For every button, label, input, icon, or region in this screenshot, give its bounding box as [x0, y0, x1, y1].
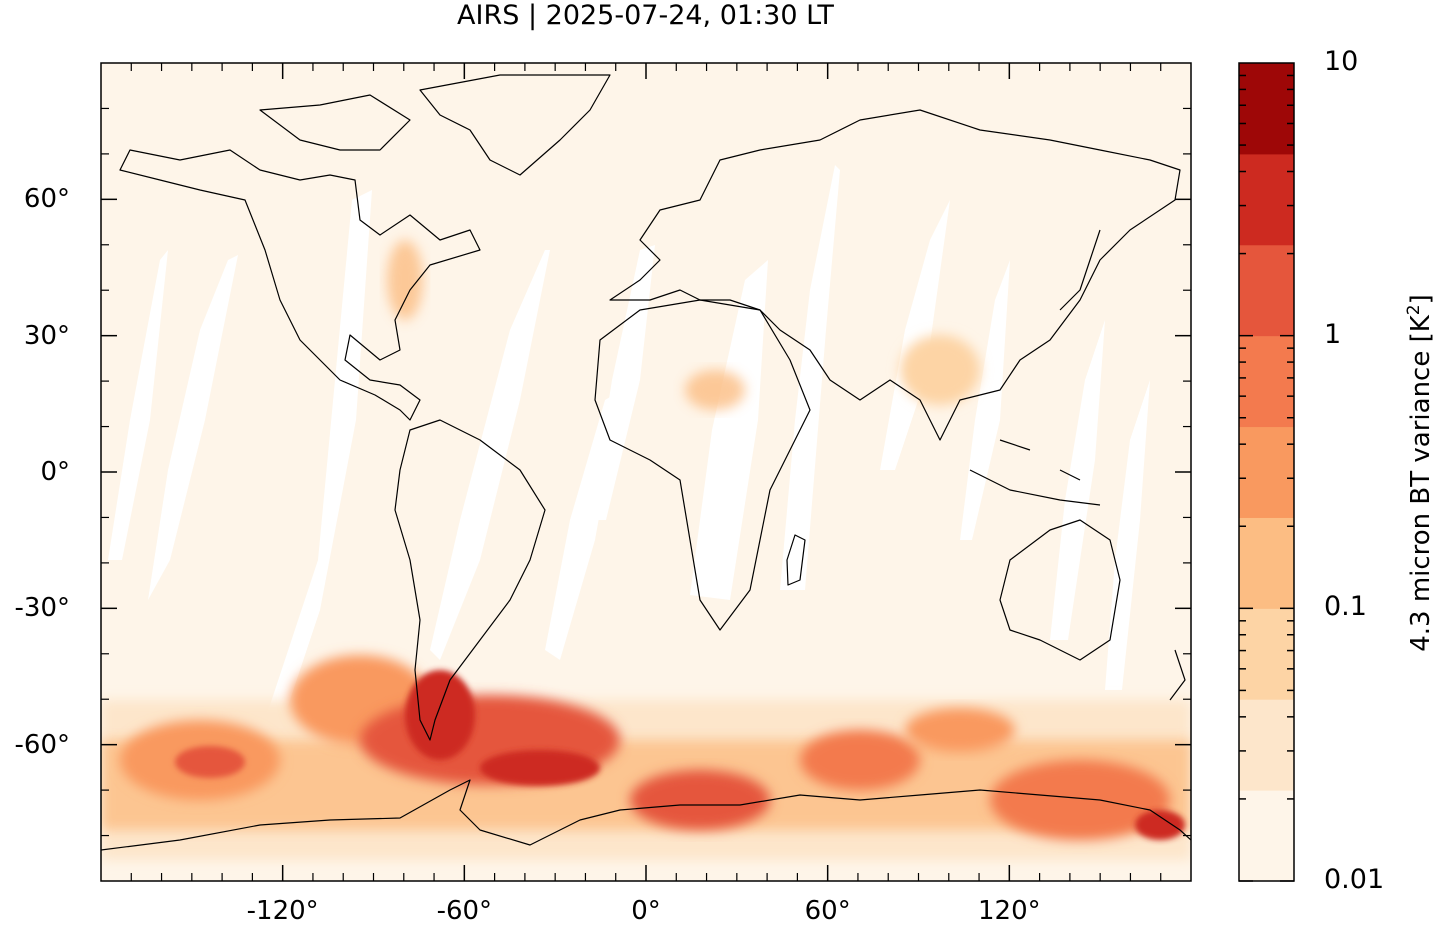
variance-patch-indian-ocean-east	[905, 708, 1015, 752]
coastline-europe-asia	[609, 109, 1181, 441]
variance-patch-sahara	[685, 370, 745, 410]
swath-gaps	[108, 165, 1150, 798]
coastline-new-zealand	[1169, 649, 1186, 701]
colorbar-tick-label: 10	[1324, 46, 1359, 77]
coastline-japan	[1059, 229, 1101, 311]
variance-patch-patagonia	[405, 670, 475, 760]
colorbar-segment	[1239, 244, 1294, 337]
variance-patch-weddell	[630, 770, 770, 830]
colorbar-title: 4.3 micron BT variance [K2]	[1404, 294, 1436, 652]
y-tick-label: 30°	[23, 320, 70, 351]
x-tick-label: -120°	[246, 896, 319, 926]
coastline-indonesia	[969, 439, 1101, 506]
colorbar-segment	[1239, 699, 1294, 791]
colorbar-segment	[1239, 153, 1294, 246]
colorbar-frame	[1238, 62, 1295, 882]
coastline-australia	[999, 519, 1121, 661]
y-tick-label: 60°	[23, 184, 70, 215]
coastline-south-america	[394, 419, 546, 741]
colorbar-tick-label: 0.1	[1324, 591, 1367, 623]
colorbar-tick-label: 1	[1324, 318, 1342, 350]
colorbar-segment	[1239, 517, 1294, 609]
colorbar-segment	[1239, 790, 1294, 882]
colorbar	[1239, 63, 1294, 882]
coastline-canadian-arctic	[259, 94, 411, 151]
coastline-antarctica	[101, 779, 1191, 851]
map-area	[101, 63, 1191, 881]
colorbar-segment	[1239, 608, 1294, 700]
colorbar-segment	[1239, 426, 1294, 518]
map-title: AIRS | 2025-07-24, 01:30 LT	[457, 0, 834, 31]
y-tick-label: -60°	[14, 729, 70, 760]
minor-ticks	[101, 63, 1191, 881]
variance-field	[101, 240, 1191, 860]
x-tick-label: 60°	[804, 896, 851, 926]
coastline-madagascar	[786, 534, 806, 586]
coastline-africa	[594, 299, 811, 631]
variance-patch-south-atlantic	[480, 750, 600, 786]
variance-patch-asia	[900, 335, 980, 405]
colorbar-tick-label: 0.01	[1324, 864, 1385, 895]
coastline-north-america	[119, 149, 481, 421]
colorbar-ticks	[1239, 74, 1294, 882]
variance-patch-ross-sea	[1135, 810, 1185, 840]
variance-patch-southern-ocean-east	[990, 760, 1170, 840]
coastline-greenland	[419, 74, 611, 176]
variance-patch-indian-ocean	[800, 730, 920, 790]
x-tick-label: -60°	[436, 896, 493, 926]
y-tick-label: -30°	[14, 593, 70, 624]
coastlines	[101, 74, 1191, 851]
variance-patch-pacific-core	[175, 746, 245, 778]
colorbar-segment	[1239, 335, 1294, 428]
variance-patch-north-america	[387, 240, 423, 320]
y-tick-label: 0°	[40, 457, 70, 487]
major-ticks	[101, 63, 1191, 881]
colorbar-segment	[1239, 63, 1294, 155]
x-tick-label: 0°	[631, 896, 661, 926]
x-tick-label: 120°	[978, 896, 1041, 926]
